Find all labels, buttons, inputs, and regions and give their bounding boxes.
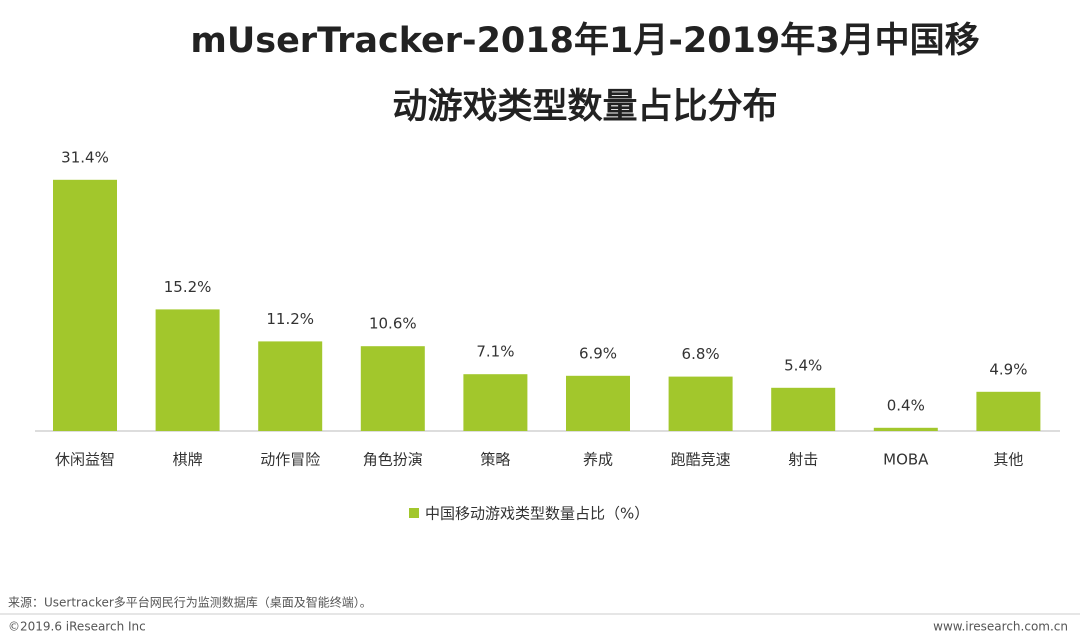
bar [360,346,425,431]
x-tick-label: 跑酷竞速 [671,451,731,469]
bar [976,391,1041,431]
x-tick-label: 动作冒险 [260,451,320,469]
x-tick-label: 射击 [788,451,818,469]
legend-swatch [409,508,419,518]
chart-title: 动游戏类型数量占比分布 [392,87,777,127]
bar [668,376,733,431]
copyright: ©2019.6 iResearch Inc [8,620,146,634]
bar [566,375,630,431]
bar [873,427,938,431]
bar [258,341,323,431]
value-label: 5.4% [784,356,822,374]
legend-label: 中国移动游戏类型数量占比（%） [425,505,649,523]
value-label: 6.9% [579,344,617,362]
x-tick-label: 其他 [993,451,1023,469]
x-tick-label: 棋牌 [173,451,203,469]
x-tick-label: 角色扮演 [363,451,423,469]
bar [53,179,117,431]
bar [155,309,220,431]
value-label: 0.4% [887,396,925,414]
x-tick-label: MOBA [883,451,929,469]
bar [771,387,836,431]
value-label: 31.4% [61,148,109,166]
x-tick-label: 养成 [583,451,613,469]
value-label: 7.1% [476,343,514,361]
value-label: 11.2% [266,310,314,328]
x-tick-label: 策略 [480,451,510,469]
value-label: 10.6% [369,315,417,333]
value-label: 15.2% [164,278,212,296]
x-tick-label: 休闲益智 [55,451,115,469]
website: www.iresearch.com.cn [933,620,1068,634]
chart-title: mUserTracker-2018年1月-2019年3月中国移 [190,21,979,61]
bar [463,374,528,431]
source-note: 来源：Usertracker多平台网民行为监测数据库（桌面及智能终端）。 [8,595,372,610]
value-label: 4.9% [989,360,1027,378]
value-label: 6.8% [682,345,720,363]
